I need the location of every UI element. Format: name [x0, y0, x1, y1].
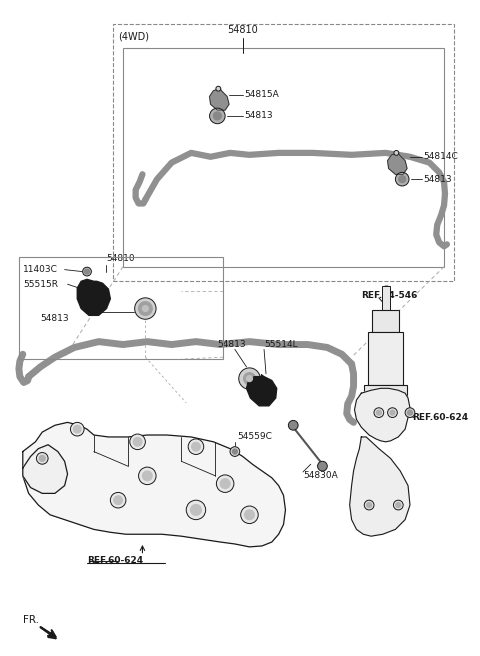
Circle shape [191, 504, 201, 515]
Text: 54813: 54813 [423, 174, 452, 184]
Circle shape [216, 475, 234, 493]
Circle shape [83, 267, 91, 276]
Circle shape [210, 108, 225, 124]
Circle shape [396, 173, 409, 186]
Polygon shape [349, 437, 410, 536]
Circle shape [374, 408, 384, 417]
Circle shape [220, 479, 230, 489]
Circle shape [396, 502, 401, 508]
Polygon shape [23, 445, 68, 493]
Text: 11403C: 11403C [23, 265, 58, 274]
Circle shape [73, 426, 81, 433]
Text: 54815A: 54815A [245, 90, 279, 99]
Circle shape [390, 410, 395, 415]
Circle shape [135, 298, 156, 319]
Text: REF.60-624: REF.60-624 [87, 556, 143, 565]
Text: 54810: 54810 [107, 255, 135, 264]
Circle shape [71, 422, 84, 436]
Circle shape [192, 442, 200, 451]
Circle shape [216, 86, 221, 91]
Bar [368, 332, 403, 385]
Circle shape [139, 467, 156, 485]
Circle shape [399, 176, 406, 182]
Bar [113, 24, 454, 281]
Circle shape [364, 500, 374, 510]
Circle shape [405, 408, 415, 417]
Text: (4WD): (4WD) [118, 31, 149, 41]
Text: 54830A: 54830A [303, 472, 338, 480]
Polygon shape [23, 422, 286, 547]
Polygon shape [355, 388, 410, 442]
Circle shape [288, 420, 298, 430]
Circle shape [139, 302, 152, 316]
Circle shape [133, 438, 142, 446]
Circle shape [245, 510, 254, 520]
Text: 55514L: 55514L [264, 340, 298, 349]
Polygon shape [210, 89, 229, 110]
Circle shape [130, 434, 145, 449]
Circle shape [143, 471, 152, 481]
Text: 54559C: 54559C [237, 432, 272, 441]
Bar [364, 385, 407, 415]
Circle shape [84, 269, 89, 274]
Circle shape [39, 455, 45, 461]
Circle shape [367, 502, 372, 508]
Text: REF.60-624: REF.60-624 [412, 413, 468, 422]
Circle shape [230, 447, 240, 457]
Bar [19, 257, 223, 359]
Polygon shape [388, 153, 407, 174]
Circle shape [394, 500, 403, 510]
Circle shape [408, 410, 412, 415]
Text: REF.54-546: REF.54-546 [361, 291, 418, 300]
Bar [382, 286, 390, 310]
Circle shape [247, 376, 252, 382]
Text: 54813: 54813 [245, 112, 273, 121]
Circle shape [214, 112, 221, 120]
Circle shape [143, 306, 148, 312]
Text: 54813: 54813 [40, 314, 69, 323]
Text: 54810: 54810 [227, 26, 258, 35]
Circle shape [388, 408, 397, 417]
Circle shape [188, 439, 204, 455]
Circle shape [394, 150, 399, 155]
Circle shape [36, 453, 48, 464]
Circle shape [232, 449, 237, 454]
Text: 54814C: 54814C [423, 152, 458, 161]
Circle shape [239, 368, 260, 389]
Polygon shape [247, 375, 276, 406]
Circle shape [244, 373, 255, 384]
Circle shape [114, 496, 122, 504]
Text: FR.: FR. [23, 615, 39, 625]
Circle shape [240, 506, 258, 523]
Polygon shape [77, 279, 110, 316]
Bar [123, 48, 444, 267]
Text: 55515R: 55515R [23, 279, 58, 289]
Circle shape [318, 461, 327, 471]
Text: 54813: 54813 [217, 340, 246, 349]
Circle shape [376, 410, 381, 415]
Bar [372, 310, 399, 332]
Circle shape [186, 500, 206, 520]
Circle shape [110, 493, 126, 508]
